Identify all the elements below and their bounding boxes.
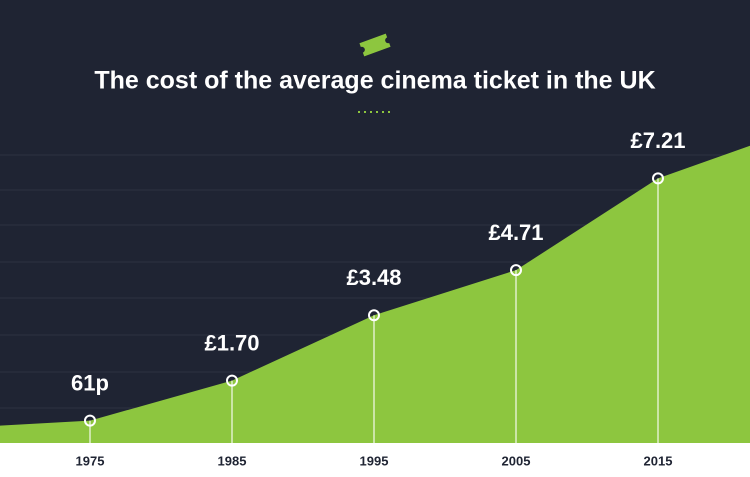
area-edge — [658, 145, 750, 444]
x-tick-label: 2005 — [502, 453, 531, 468]
point — [84, 414, 96, 427]
x-tick-label: 1995 — [360, 453, 389, 468]
value-label: £1.70 — [204, 330, 259, 355]
point — [652, 172, 664, 185]
point — [510, 264, 522, 277]
value-label: £3.48 — [346, 265, 401, 290]
point — [368, 309, 380, 322]
x-tick-label: 2015 — [644, 453, 673, 468]
ticket-icon — [359, 33, 391, 57]
point — [226, 374, 238, 387]
value-label: £7.21 — [630, 128, 685, 153]
value-label: 61p — [71, 370, 109, 395]
chart-title: The cost of the average cinema ticket in… — [94, 67, 655, 95]
value-label: £4.71 — [488, 220, 543, 245]
x-tick-label: 1975 — [76, 453, 105, 468]
area-edge — [0, 420, 90, 443]
axis-strip — [0, 442, 750, 477]
x-tick-label: 1985 — [218, 453, 247, 468]
